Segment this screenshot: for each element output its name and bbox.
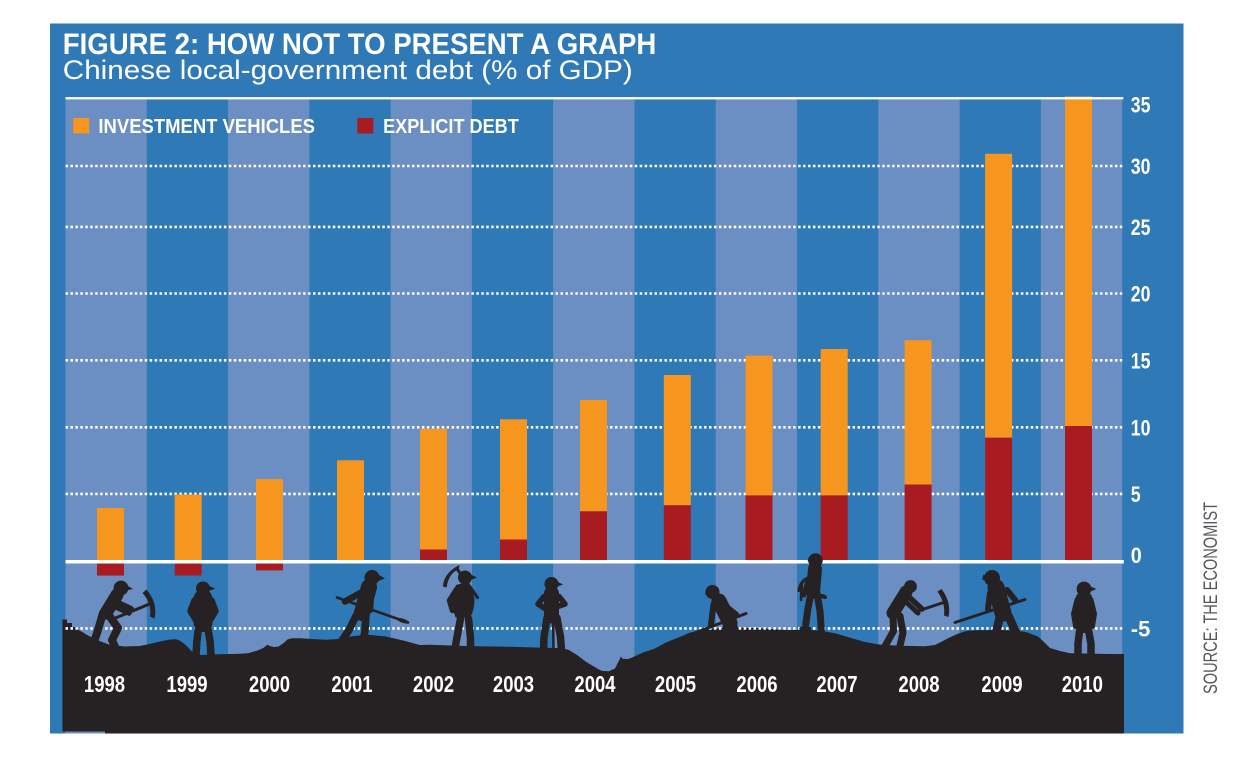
svg-text:1999: 1999 — [166, 671, 207, 697]
svg-text:30: 30 — [1131, 154, 1151, 179]
svg-text:2005: 2005 — [655, 671, 696, 697]
svg-text:2006: 2006 — [736, 671, 777, 697]
svg-text:2010: 2010 — [1062, 671, 1103, 697]
svg-text:35: 35 — [1131, 93, 1151, 118]
svg-text:INVESTMENT VEHICLES: INVESTMENT VEHICLES — [98, 116, 315, 138]
svg-text:Chinese local-government debt: Chinese local-government debt (% of GDP) — [63, 55, 633, 85]
svg-text:2001: 2001 — [331, 671, 372, 697]
svg-text:FIGURE 2: HOW NOT TO PRESENT A: FIGURE 2: HOW NOT TO PRESENT A GRAPH — [63, 28, 657, 61]
svg-text:5: 5 — [1131, 482, 1141, 507]
svg-text:10: 10 — [1131, 415, 1151, 440]
svg-text:2008: 2008 — [898, 671, 939, 697]
svg-text:SOURCE: THE ECONOMIST: SOURCE: THE ECONOMIST — [1201, 502, 1222, 694]
svg-text:1998: 1998 — [84, 671, 125, 697]
svg-text:15: 15 — [1131, 348, 1151, 373]
svg-text:2009: 2009 — [981, 671, 1022, 697]
svg-text:20: 20 — [1131, 282, 1151, 307]
svg-text:2000: 2000 — [249, 671, 290, 697]
svg-text:0: 0 — [1131, 543, 1142, 568]
svg-text:2004: 2004 — [574, 671, 615, 697]
svg-text:25: 25 — [1131, 215, 1151, 240]
svg-text:2007: 2007 — [816, 671, 857, 697]
svg-text:2003: 2003 — [493, 671, 534, 697]
svg-text:EXPLICIT DEBT: EXPLICIT DEBT — [383, 116, 519, 138]
svg-text:2002: 2002 — [413, 671, 454, 697]
svg-text:-5: -5 — [1131, 617, 1151, 642]
